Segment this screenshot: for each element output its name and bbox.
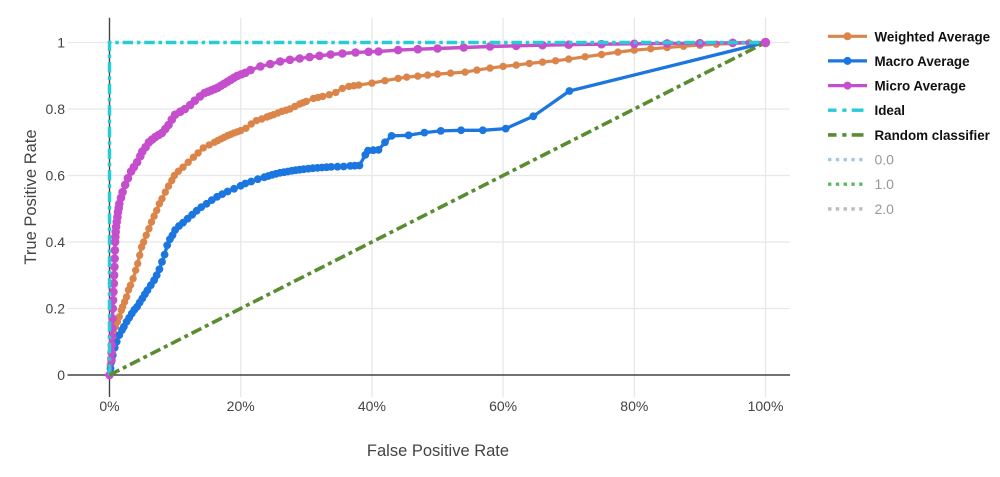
svg-text:Random classifier: Random classifier	[875, 128, 991, 143]
svg-text:Weighted Average: Weighted Average	[875, 29, 991, 44]
svg-text:False Positive Rate: False Positive Rate	[367, 442, 509, 460]
svg-text:20%: 20%	[227, 398, 255, 414]
svg-text:0.6: 0.6	[46, 168, 66, 184]
svg-text:0.0: 0.0	[875, 152, 895, 168]
svg-text:0: 0	[57, 367, 65, 383]
svg-text:0.4: 0.4	[46, 234, 66, 250]
svg-text:1.0: 1.0	[875, 176, 895, 192]
svg-text:Macro Average: Macro Average	[875, 54, 970, 69]
svg-text:1: 1	[57, 35, 65, 51]
svg-text:80%: 80%	[620, 398, 648, 414]
svg-text:0%: 0%	[99, 398, 119, 414]
svg-text:60%: 60%	[489, 398, 517, 414]
svg-text:True Positive Rate: True Positive Rate	[22, 129, 40, 264]
svg-text:0.2: 0.2	[46, 301, 66, 317]
svg-text:40%: 40%	[358, 398, 386, 414]
svg-text:Ideal: Ideal	[875, 103, 906, 118]
svg-text:Micro Average: Micro Average	[875, 79, 966, 94]
svg-text:100%: 100%	[748, 398, 784, 414]
svg-text:2.0: 2.0	[875, 201, 895, 217]
svg-text:0.8: 0.8	[46, 101, 66, 117]
